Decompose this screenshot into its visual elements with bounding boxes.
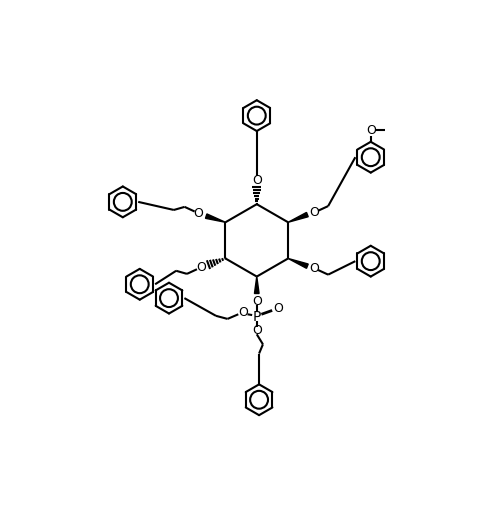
Text: O: O — [366, 124, 376, 137]
Text: O: O — [309, 206, 319, 219]
Text: O: O — [252, 174, 262, 187]
Text: O: O — [252, 295, 262, 308]
Text: P: P — [252, 309, 261, 324]
Polygon shape — [288, 212, 308, 223]
Text: O: O — [238, 306, 248, 319]
Text: O: O — [309, 262, 319, 275]
Text: O: O — [252, 324, 262, 337]
Text: O: O — [196, 261, 206, 274]
Text: O: O — [193, 207, 203, 219]
Polygon shape — [288, 259, 308, 268]
Polygon shape — [254, 276, 259, 294]
Polygon shape — [206, 214, 225, 223]
Text: O: O — [274, 302, 283, 315]
